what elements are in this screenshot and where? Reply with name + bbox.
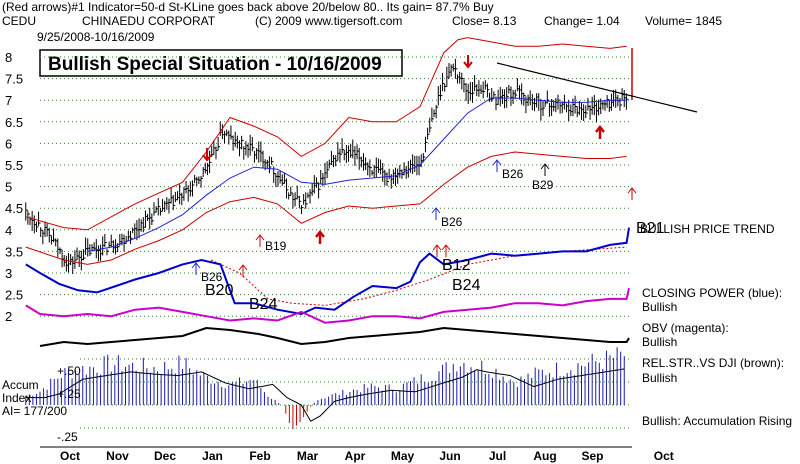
price-tick-label: 7.5: [5, 72, 23, 87]
month-tick-label: Oct: [60, 449, 80, 463]
accum-average-line: [25, 368, 625, 422]
price-tick-label: 6: [5, 136, 12, 151]
series-relstr-brown: [39, 326, 630, 347]
downtrend-line: [496, 62, 698, 113]
signal-b21: B21: [636, 220, 665, 237]
buy-arrow-b29: [540, 163, 550, 176]
accum-label: Accum: [2, 378, 39, 392]
obv-label: OBV (magenta):: [642, 321, 729, 335]
change-value: Change= 1.04: [544, 14, 620, 28]
price-axis-ticks: 8 7.5 7 6.5 6 5.5 5 4.5 4 3.5 3 2.5 2: [5, 50, 23, 324]
bullish-price-trend-label: BULLISH PRICE TREND: [640, 222, 775, 236]
banner-title: Bullish Special Situation - 10/16/2009: [48, 54, 382, 75]
volume-value: Volume= 1845: [645, 14, 722, 28]
month-tick-label: Nov: [106, 449, 129, 463]
accumulation-histogram: [25, 347, 625, 429]
close-value: Close= 8.13: [452, 14, 517, 28]
signal-b19: B19: [265, 239, 287, 253]
buy-arrow-b26-aug: [492, 159, 502, 172]
buy-arrow-sep: [595, 124, 605, 139]
signal-b24-feb: B24: [249, 296, 278, 313]
signal-b12: B12: [442, 257, 471, 274]
price-tick-label: 3: [5, 266, 12, 281]
buy-arrow-mar: [315, 229, 325, 244]
relstr-status: Bullish: [642, 371, 677, 385]
series-closing-power: [25, 227, 630, 316]
company-name: CHINAEDU CORPORAT: [82, 14, 216, 28]
buy-arrow-b20: [238, 264, 248, 277]
price-tick-label: 2.5: [5, 288, 23, 303]
accum-tick-plus50: +.50: [57, 364, 81, 378]
indicator-description: (Red arrows)#1 Indicator=50-d St-KLine g…: [2, 0, 494, 14]
indicator-lines: [25, 37, 633, 347]
copyright: (C) 2009 www.tigersoft.com: [255, 14, 402, 28]
signal-b26-jun: B26: [441, 215, 463, 229]
month-tick-label: Mar: [297, 449, 319, 463]
price-tick-label: 5: [5, 180, 12, 195]
signal-b20: B20: [205, 282, 234, 299]
month-tick-label: May: [391, 449, 415, 463]
price-tick-label: 6.5: [5, 115, 23, 130]
buy-arrow-b12-a: [432, 244, 442, 257]
sell-arrow-jun: [463, 55, 473, 69]
obv-status: Bullish: [642, 335, 677, 349]
signal-b26-jan: B26: [201, 270, 223, 284]
signal-b24-jun: B24: [452, 277, 481, 294]
ai-score-label: AI= 177/200: [2, 404, 67, 418]
month-tick-label: Jun: [439, 449, 460, 463]
signal-b29: B29: [532, 178, 554, 192]
index-label: Index: [2, 391, 31, 405]
price-tick-label: 5.5: [5, 158, 23, 173]
signal-arrows: [191, 55, 637, 277]
accum-tick-plus25: +.25: [57, 387, 81, 401]
closing-power-label: CLOSING POWER (blue):: [642, 286, 782, 300]
month-tick-label: Dec: [154, 449, 176, 463]
accum-tick-minus25: -.25: [57, 430, 78, 444]
relstr-label: REL.STR..VS DJI (brown):: [642, 356, 784, 370]
price-tick-label: 4: [5, 223, 12, 238]
series-lower-band: [25, 151, 627, 265]
month-tick-label: Feb: [249, 449, 270, 463]
price-tick-label: 2: [5, 309, 12, 324]
closing-power-status: Bullish: [642, 300, 677, 314]
price-tick-label: 8: [5, 50, 12, 65]
accumulation-rising-label: Bullish: Accumulation Rising: [642, 414, 792, 428]
series-mavg: [87, 97, 627, 252]
month-tick-label: Jan: [202, 449, 223, 463]
month-axis-ticks: Oct Nov Dec Jan Feb Mar Apr May Jun Jul Aug Sep Oct: [40, 446, 674, 463]
price-tick-label: 3.5: [5, 244, 23, 259]
buy-arrow-oct: [627, 187, 637, 200]
sell-arrow-dec: [202, 148, 212, 162]
series-upper-band: [25, 37, 627, 231]
signal-b26-aug: B26: [502, 167, 524, 181]
price-tick-label: 4.5: [5, 201, 23, 216]
buy-arrow-b19: [255, 234, 265, 247]
banner-box: [39, 49, 403, 77]
month-tick-label: Aug: [533, 449, 556, 463]
buy-arrow-b12-b: [441, 244, 451, 257]
month-tick-label: Apr: [345, 449, 366, 463]
buy-arrow-b26-jan: [191, 262, 201, 275]
buy-arrow-b26-jun: [431, 207, 441, 220]
month-tick-label: Jul: [489, 449, 506, 463]
month-tick-label: Oct: [654, 449, 674, 463]
price-tick-label: 7: [5, 93, 12, 108]
month-tick-label: Sep: [581, 449, 603, 463]
series-obv: [25, 287, 630, 324]
date-range: 9/25/2008-10/16/2009: [37, 30, 155, 44]
ticker: CEDU: [2, 14, 36, 28]
